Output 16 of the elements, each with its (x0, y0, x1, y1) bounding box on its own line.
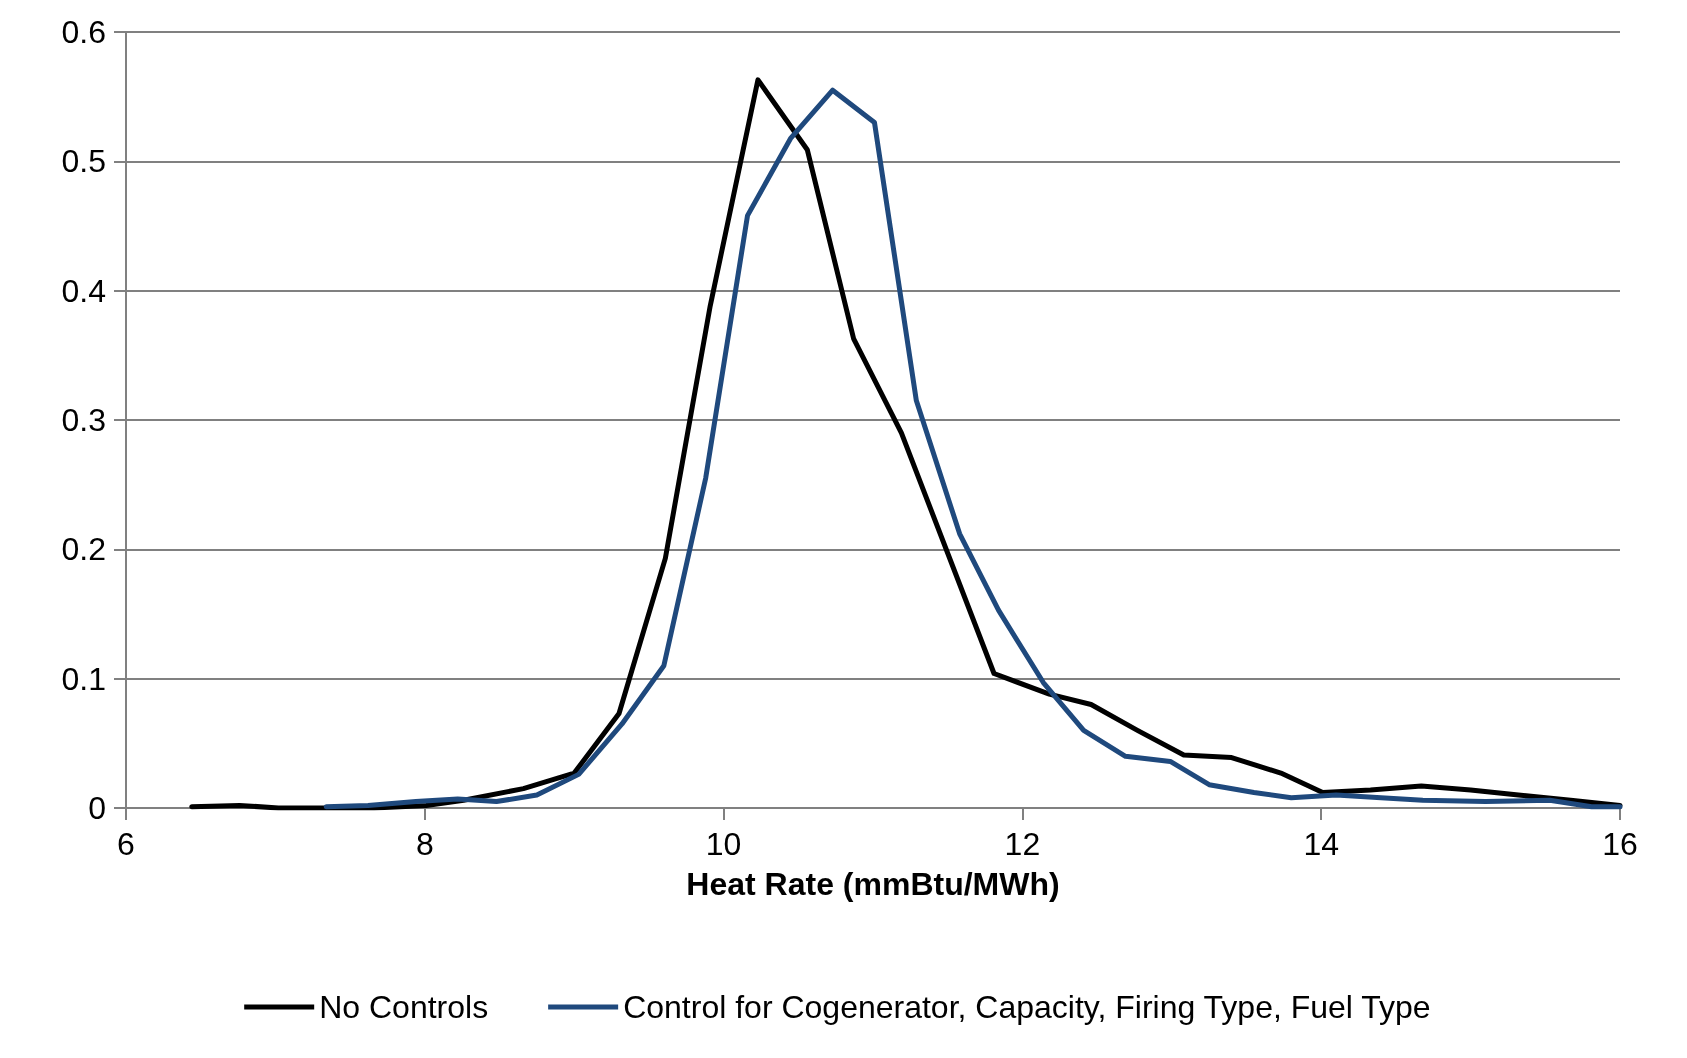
legend-label: Control for Cogenerator, Capacity, Firing Type, Fuel Type (623, 989, 1431, 1025)
legend-label: No Controls (319, 989, 489, 1025)
x-axis-title: Heat Rate (mmBtu/MWh) (686, 866, 1060, 902)
x-tick-label: 16 (1602, 826, 1638, 862)
x-tick-label: 6 (117, 826, 135, 862)
x-tick-label: 12 (1004, 826, 1041, 862)
y-tick-label: 0.6 (61, 14, 106, 50)
x-tick-label: 14 (1303, 826, 1339, 862)
y-tick-label: 0 (88, 790, 106, 826)
y-tick-label: 0.3 (61, 402, 106, 438)
y-tick-label: 0.1 (61, 660, 106, 697)
y-tick-label: 0.5 (61, 143, 106, 180)
x-tick-label: 8 (415, 826, 434, 862)
x-tick-label: 10 (705, 826, 742, 862)
y-tick-label: 0.2 (61, 531, 106, 568)
y-tick-label: 0.4 (61, 272, 106, 309)
